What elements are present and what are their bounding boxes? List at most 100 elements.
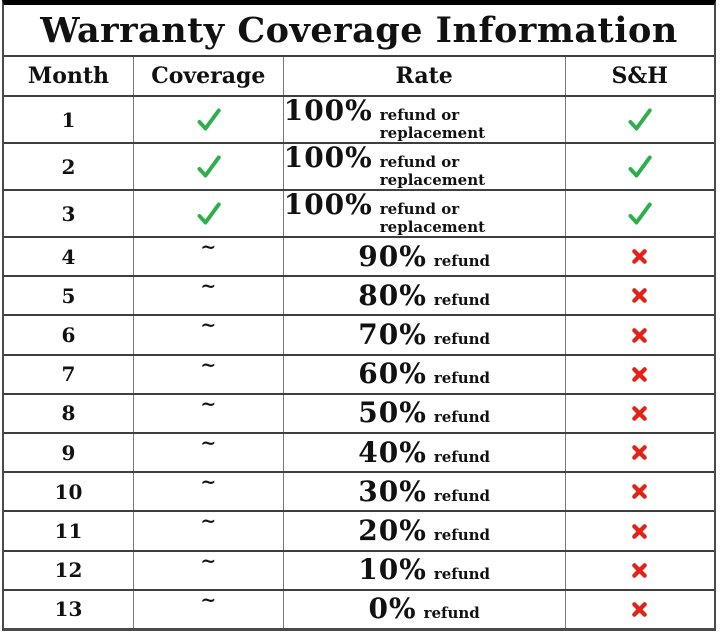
check-icon [625,199,654,228]
rate-value: 70% [358,318,427,351]
month-value: 9 [61,440,76,465]
month-value: 10 [54,479,83,504]
sh-cell [566,191,714,236]
tilde-icon: ~ [200,588,217,611]
check-icon [194,199,223,228]
rate-text: 40% refund [358,435,490,469]
rate-value: 40% [358,435,427,469]
month-value: 13 [54,597,83,622]
rate-note: refund [433,526,491,545]
month-cell: 2 [4,144,134,189]
rate-text: 100% refund or replacement [283,141,565,190]
cross-icon [630,404,649,423]
tilde-icon: ~ [200,275,217,298]
rate-note: refund [433,369,491,388]
rate-text: 30% refund [358,477,491,506]
rate-cell: 40% refund [284,434,566,472]
tilde-icon: ~ [200,549,217,572]
column-header-month: Month [4,57,134,95]
month-cell: 3 [4,191,134,236]
month-value: 6 [61,323,76,347]
rate-value: 0% [368,592,417,626]
rate-note: refund [433,408,491,427]
check-icon [194,105,223,134]
table-row: 9 ~ 40% refund [4,432,714,474]
cross-icon [630,443,649,462]
rate-note: refund or replacement [379,200,486,236]
month-value: 2 [61,154,76,179]
rate-text: 10% refund [358,556,490,584]
rate-cell: 30% refund [284,473,566,511]
tilde-icon: ~ [200,236,217,258]
sh-cell [566,434,714,471]
cross-icon [630,365,649,384]
month-value: 3 [61,201,76,226]
rate-note: refund [433,486,491,505]
sh-cell [566,356,714,393]
rate-cell: 90% refund [284,238,566,276]
rate-note: refund [433,290,491,309]
rate-text: 20% refund [358,517,490,545]
rate-note: refund or replacement [379,153,486,189]
rate-value: 10% [358,553,427,587]
tilde-icon: ~ [200,314,217,337]
table-row: 4 ~ 90% refund [4,236,714,278]
coverage-cell: ~ [134,392,284,433]
rate-text: 100% refund or replacement [284,191,565,237]
tilde-icon: ~ [200,392,217,415]
cross-icon [630,600,649,619]
rate-note: refund or replacement [379,106,486,142]
month-value: 12 [54,558,83,583]
column-header-coverage: Coverage [134,57,284,95]
rate-value: 80% [358,278,427,312]
rate-note: refund [433,330,491,348]
cross-icon [630,522,649,541]
table-row: 7 ~ 60% refund [4,355,714,395]
table-row: 12 ~ 10% refund [4,549,714,591]
table-row: 13 ~ 0% refund [4,588,714,629]
rate-text: 70% refund [358,321,490,349]
cross-icon [630,482,649,501]
rate-value: 90% [358,239,427,273]
tilde-icon: ~ [200,432,217,455]
rate-value: 50% [358,396,427,430]
rate-cell: 20% refund [284,512,566,550]
rate-value: 20% [358,514,427,548]
rate-text: 90% refund [358,239,490,273]
cross-icon [630,326,649,345]
check-icon [625,105,654,134]
month-value: 1 [61,107,76,132]
table-row: 11 ~ 20% refund [4,510,714,552]
month-cell: 10 [4,473,134,511]
sh-cell [566,512,714,549]
rate-cell: 10% refund [284,551,566,589]
rate-note: refund [423,604,480,623]
check-icon [625,152,654,181]
sh-cell [566,552,714,589]
month-cell: 13 [4,590,134,629]
rate-text: 50% refund [358,399,490,427]
coverage-cell: ~ [134,355,284,393]
column-header-rate: Rate [284,57,566,95]
month-cell: 8 [4,394,134,433]
column-header-sh: S&H [611,63,669,89]
table-title: Warranty Coverage Information [40,9,678,51]
table-row: 1 100% refund or replacement [4,97,714,144]
month-cell: 11 [4,512,134,550]
tilde-icon: ~ [200,510,217,533]
table-row: 6 ~ 70% refund [4,314,714,356]
cross-icon [630,561,649,580]
coverage-cell: ~ [134,236,284,276]
table-row: 5 ~ 80% refund [4,275,714,317]
month-cell: 5 [4,277,134,315]
table-row: 10 ~ 30% refund [4,473,714,513]
month-cell: 12 [4,551,134,589]
coverage-cell [134,191,284,236]
rate-value: 100% [283,141,373,174]
rate-cell: 100% refund or replacement [284,144,566,189]
rate-text: 80% refund [358,278,491,312]
rate-cell: 0% refund [284,590,566,629]
cross-icon [630,247,649,266]
rate-cell: 100% refund or replacement [284,191,566,236]
